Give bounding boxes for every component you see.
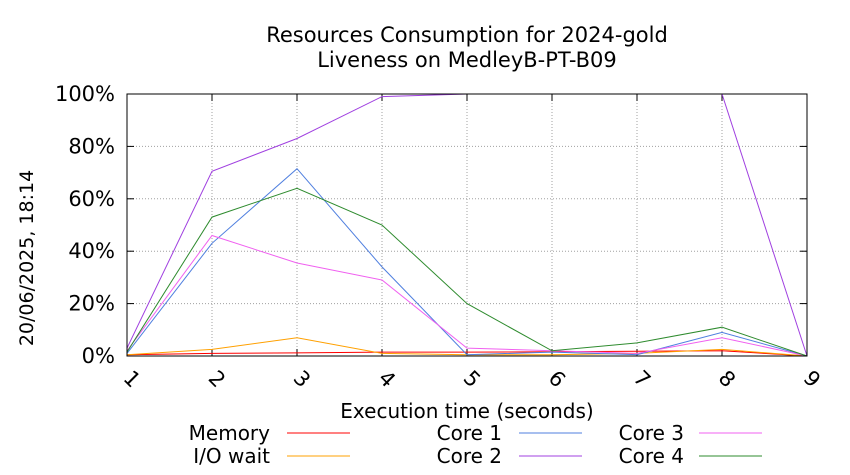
series-line-core-1	[126, 167, 808, 357]
y-tick-label: 40%	[68, 239, 115, 263]
y-tick-label: 60%	[68, 187, 115, 211]
chart-title: Resources Consumption for 2024-gold	[266, 23, 668, 47]
legend-label-i-o-wait: I/O wait	[193, 444, 270, 468]
legend-label-core-1: Core 1	[437, 421, 502, 445]
x-axis-label: Execution time (seconds)	[340, 399, 593, 423]
y-tick-label: 20%	[68, 292, 115, 316]
legend-label-core-4: Core 4	[619, 444, 684, 468]
y-tick-label: 100%	[55, 82, 115, 106]
legend-label-core-2: Core 2	[437, 444, 502, 468]
plot-frame	[126, 93, 808, 357]
legend-label-core-3: Core 3	[619, 421, 684, 445]
y-tick-label: 80%	[68, 134, 115, 158]
series-line-core-3	[126, 234, 808, 357]
series-line-core-4	[126, 187, 808, 357]
timestamp: 20/06/2025, 18:14	[16, 170, 38, 346]
y-axis-ticks: 0% 20% 40% 60% 80% 100%	[55, 82, 807, 368]
legend-label-memory: Memory	[189, 421, 271, 445]
chart-subtitle: Liveness on MedleyB-PT-B09	[317, 48, 617, 72]
y-tick-label: 0%	[82, 344, 115, 368]
